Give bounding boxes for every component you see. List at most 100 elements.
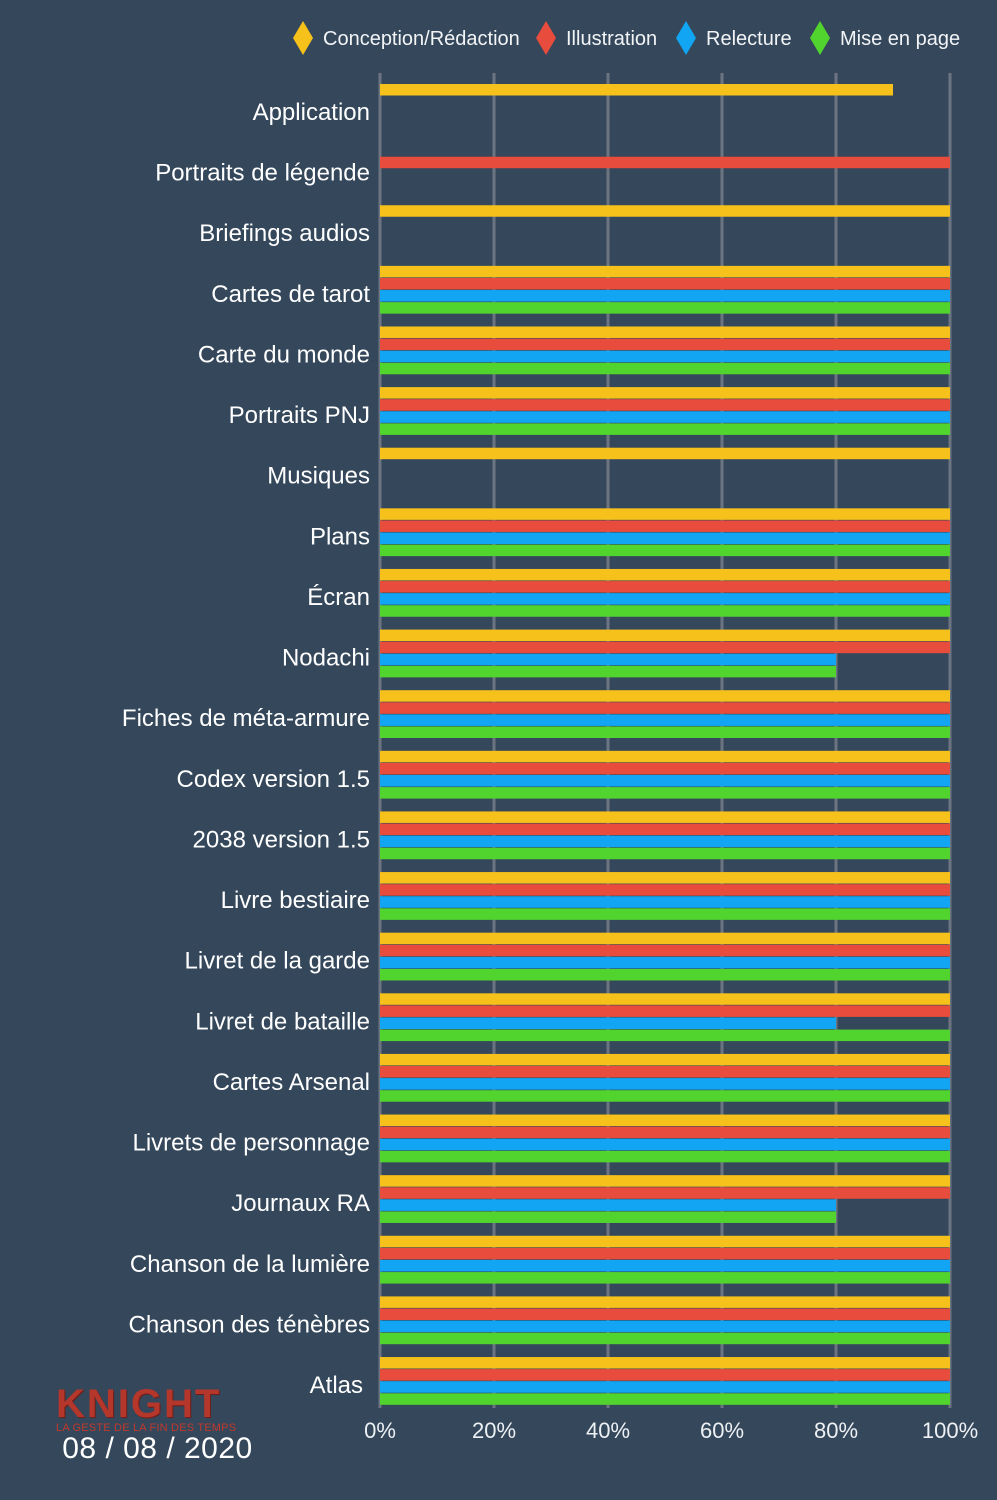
bar-14-relecture [380,896,950,908]
bar-16-conception-r-daction [380,993,950,1005]
bar-15-illustration [380,944,950,957]
bar-20-relecture [380,1259,950,1272]
bar-9-conception-r-daction [380,568,950,581]
bar-6-illustration [380,399,950,411]
bar-8-conception-r-daction [380,508,950,520]
category-label-12: Codex version 1.5 [177,766,370,793]
bar-2-illustration [380,156,950,169]
bar-10-mise-en-page [380,665,836,678]
bar-11-mise-en-page [380,726,950,738]
bar-17-relecture [380,1078,950,1090]
bar-19-relecture [380,1199,836,1211]
bar-21-conception-r-daction [380,1296,950,1308]
bar-5-relecture [380,350,950,363]
x-axis-tick-labels: 0% 20% 40% 60% 80% 100% [364,1418,978,1443]
bar-18-illustration [380,1126,950,1139]
category-label-16: Livret de bataille [195,1008,370,1035]
bar-12-mise-en-page [380,787,950,799]
legend-diamond-icon-2 [536,21,556,55]
bar-13-illustration [380,823,950,836]
legend-label-4: Mise en page [840,28,960,50]
category-label-18: Livrets de personnage [133,1130,371,1157]
bar-13-relecture [380,835,950,848]
bar-22-illustration [380,1369,950,1381]
bar-11-conception-r-daction [380,690,950,702]
bar-6-relecture [380,411,950,423]
bar-15-conception-r-daction [380,932,950,945]
bar-22-mise-en-page [380,1393,950,1405]
bar-4-conception-r-daction [380,265,950,278]
category-label-21: Chanson des ténèbres [129,1311,371,1338]
bar-12-conception-r-daction [380,750,950,763]
bars-layer [380,84,950,1405]
bar-8-illustration [380,520,950,532]
category-label-19: Journaux RA [231,1190,370,1217]
bar-10-illustration [380,641,950,654]
category-label-3: Briefings audios [199,220,370,247]
bar-9-relecture [380,593,950,605]
bar-8-mise-en-page [380,544,950,557]
bar-15-relecture [380,956,950,969]
x-tick-label-1: 20% [472,1418,516,1443]
bar-12-relecture [380,775,950,787]
bar-21-illustration [380,1308,950,1320]
logo-wordmark: KNIGHT [56,1382,222,1426]
category-label-4: Cartes de tarot [211,281,370,308]
bar-5-conception-r-daction [380,326,950,338]
x-tick-label-2: 40% [586,1418,630,1443]
bar-4-relecture [380,290,950,302]
bar-19-mise-en-page [380,1211,836,1223]
category-label-10: Nodachi [282,645,370,672]
bar-14-conception-r-daction [380,872,950,884]
x-tick-label-5: 100% [922,1418,978,1443]
bar-19-illustration [380,1187,950,1199]
category-label-20: Chanson de la lumière [130,1251,370,1278]
bar-14-mise-en-page [380,908,950,920]
bar-13-conception-r-daction [380,811,950,823]
bar-13-mise-en-page [380,847,950,860]
category-label-17: Cartes Arsenal [213,1069,370,1096]
bar-3-conception-r-daction [380,205,950,217]
category-label-14: Livre bestiaire [221,887,370,914]
bar-5-illustration [380,338,950,351]
bar-14-illustration [380,884,950,896]
bar-16-relecture [380,1017,836,1029]
bar-22-relecture [380,1381,950,1393]
category-label-6: Portraits PNJ [229,402,370,429]
legend-diamond-icon-4 [810,21,830,55]
bar-9-illustration [380,581,950,593]
bar-18-relecture [380,1138,950,1151]
category-label-13: 2038 version 1.5 [193,826,370,853]
bar-21-mise-en-page [380,1332,950,1345]
bar-8-relecture [380,532,950,545]
bar-17-illustration [380,1066,950,1078]
category-label-2: Portraits de légende [155,160,370,187]
knight-logo: KNIGHT LA GESTE DE LA FIN DES TEMPS [56,1384,266,1434]
bar-16-mise-en-page [380,1029,950,1042]
date-label: 08 / 08 / 2020 [62,1432,253,1465]
bar-19-conception-r-daction [380,1175,950,1187]
bar-10-conception-r-daction [380,629,950,642]
bar-17-mise-en-page [380,1090,950,1102]
bar-16-illustration [380,1005,950,1017]
bar-15-mise-en-page [380,968,950,981]
bar-17-conception-r-daction [380,1053,950,1066]
bar-11-relecture [380,714,950,726]
x-tick-label-4: 80% [814,1418,858,1443]
legend-diamond-icon-3 [676,21,696,55]
category-label-9: Écran [307,584,370,611]
category-label-11: Fiches de méta-armure [122,705,370,732]
bar-20-conception-r-daction [380,1235,950,1248]
bar-20-illustration [380,1247,950,1260]
category-label-8: Plans [310,523,370,550]
bar-20-mise-en-page [380,1272,950,1284]
bar-10-relecture [380,653,836,666]
bar-1-conception-r-daction [380,84,893,96]
logo-subtitle: LA GESTE DE LA FIN DES TEMPS [56,1422,237,1434]
bar-6-mise-en-page [380,423,950,435]
legend-label-1: Conception/Rédaction [323,28,520,50]
category-label-7: Musiques [267,463,370,490]
x-tick-label-0: 0% [364,1418,396,1443]
